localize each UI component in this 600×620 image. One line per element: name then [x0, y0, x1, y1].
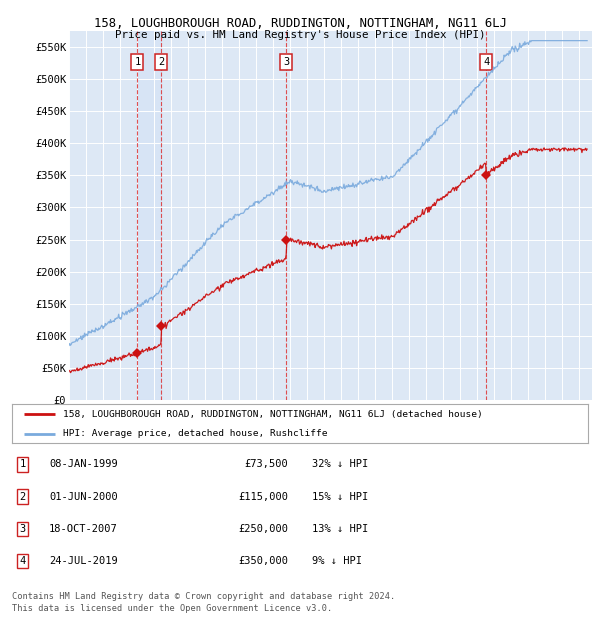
Text: 1: 1	[134, 57, 140, 67]
Text: 01-JUN-2000: 01-JUN-2000	[49, 492, 118, 502]
Text: 158, LOUGHBOROUGH ROAD, RUDDINGTON, NOTTINGHAM, NG11 6LJ: 158, LOUGHBOROUGH ROAD, RUDDINGTON, NOTT…	[94, 17, 506, 30]
Text: £250,000: £250,000	[238, 524, 288, 534]
Text: Price paid vs. HM Land Registry's House Price Index (HPI): Price paid vs. HM Land Registry's House …	[115, 30, 485, 40]
Text: 24-JUL-2019: 24-JUL-2019	[49, 556, 118, 566]
Text: This data is licensed under the Open Government Licence v3.0.: This data is licensed under the Open Gov…	[12, 603, 332, 613]
Text: 32% ↓ HPI: 32% ↓ HPI	[312, 459, 368, 469]
Text: 3: 3	[283, 57, 290, 67]
Text: 2: 2	[158, 57, 164, 67]
Text: 15% ↓ HPI: 15% ↓ HPI	[312, 492, 368, 502]
Text: 08-JAN-1999: 08-JAN-1999	[49, 459, 118, 469]
Text: 9% ↓ HPI: 9% ↓ HPI	[312, 556, 362, 566]
Text: 3: 3	[20, 524, 26, 534]
Text: 13% ↓ HPI: 13% ↓ HPI	[312, 524, 368, 534]
Text: £115,000: £115,000	[238, 492, 288, 502]
Text: £350,000: £350,000	[238, 556, 288, 566]
Text: 1: 1	[20, 459, 26, 469]
Bar	[137, 31, 161, 400]
Text: HPI: Average price, detached house, Rushcliffe: HPI: Average price, detached house, Rush…	[62, 429, 327, 438]
Text: £73,500: £73,500	[244, 459, 288, 469]
Text: 2: 2	[20, 492, 26, 502]
Text: 158, LOUGHBOROUGH ROAD, RUDDINGTON, NOTTINGHAM, NG11 6LJ (detached house): 158, LOUGHBOROUGH ROAD, RUDDINGTON, NOTT…	[62, 409, 482, 419]
Text: Contains HM Land Registry data © Crown copyright and database right 2024.: Contains HM Land Registry data © Crown c…	[12, 592, 395, 601]
Text: 4: 4	[20, 556, 26, 566]
Text: 4: 4	[483, 57, 490, 67]
Text: 18-OCT-2007: 18-OCT-2007	[49, 524, 118, 534]
